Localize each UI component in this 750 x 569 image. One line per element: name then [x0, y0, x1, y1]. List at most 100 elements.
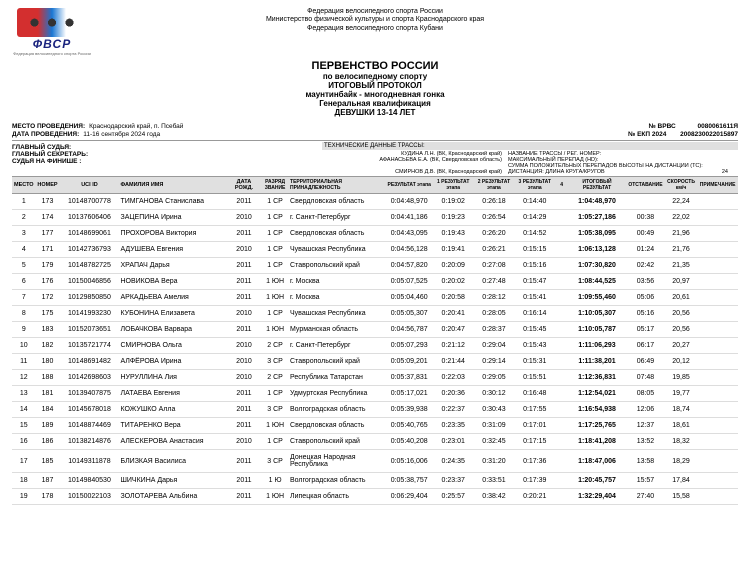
- cell-r3: 0:15:45: [514, 322, 555, 338]
- cell-note: [697, 258, 738, 274]
- cell-year: 2011: [227, 386, 261, 402]
- cell-r2: 0:27:08: [474, 258, 515, 274]
- cell-number: 172: [36, 290, 60, 306]
- cell-gap: 15:57: [626, 473, 665, 489]
- cell-r0: 0:05:40,208: [386, 434, 433, 450]
- cell-number: 188: [36, 370, 60, 386]
- cell-region: Волгоградская область: [289, 473, 386, 489]
- cell-region: Свердловская область: [289, 226, 386, 242]
- cell-r0: 0:04:56,128: [386, 242, 433, 258]
- cell-uci: 10142698603: [59, 370, 119, 386]
- cell-rank: 2 СР: [261, 338, 289, 354]
- cell-region: г. Санкт-Петербург: [289, 210, 386, 226]
- cell-year: 2011: [227, 258, 261, 274]
- title-discipline: маунтинбайк - многодневная гонка: [12, 90, 738, 99]
- table-row: 717210129850850АРКАДЬЕВА Амелия20111 ЮНг…: [12, 290, 738, 306]
- cell-r1: 0:23:35: [433, 418, 474, 434]
- participant-count: 24: [722, 169, 728, 175]
- cell-rank: 1 СР: [261, 258, 289, 274]
- cell-number: 176: [36, 274, 60, 290]
- cell-uci: 10148782725: [59, 258, 119, 274]
- cell-place: 10: [12, 338, 36, 354]
- results-table: МЕСТО НОМЕР UCI ID ФАМИЛИЯ ИМЯ ДАТА РОЖД…: [12, 176, 738, 505]
- cell-r0: 0:05:39,938: [386, 402, 433, 418]
- cell-total: 1:12:54,021: [568, 386, 626, 402]
- cell-number: 183: [36, 322, 60, 338]
- cell-place: 2: [12, 210, 36, 226]
- cell-r0: 0:05:09,201: [386, 354, 433, 370]
- cell-gap: 07:48: [626, 370, 665, 386]
- cell-name: ЛАТАЕВА Евгения: [119, 386, 226, 402]
- tech-l4: ДИСТАНЦИЯ: ДЛИНА КРУГА/КРУГОВ: [502, 169, 605, 175]
- cell-note: [697, 354, 738, 370]
- col-r0: РЕЗУЛЬТАТ этапа: [386, 177, 433, 194]
- col-r3: 3 РЕЗУЛЬТАТ этапа: [514, 177, 555, 194]
- cell-note: [697, 290, 738, 306]
- cell-r4: [555, 450, 568, 473]
- cell-year: 2010: [227, 434, 261, 450]
- cell-region: Республика Татарстан: [289, 370, 386, 386]
- cell-gap: 00:38: [626, 210, 665, 226]
- cell-name: ЗАЦЕПИНА Ирина: [119, 210, 226, 226]
- cell-r4: [555, 194, 568, 210]
- cell-speed: 18,29: [665, 450, 697, 473]
- col-speed: СКОРОСТЬ км/ч: [665, 177, 697, 194]
- cell-year: 2011: [227, 274, 261, 290]
- cell-year: 2011: [227, 418, 261, 434]
- cell-uci: 10138214876: [59, 434, 119, 450]
- cell-total: 1:11:38,201: [568, 354, 626, 370]
- cell-r0: 0:04:57,820: [386, 258, 433, 274]
- cell-r1: 0:21:44: [433, 354, 474, 370]
- cell-r4: [555, 473, 568, 489]
- cell-gap: 13:58: [626, 450, 665, 473]
- cell-place: 3: [12, 226, 36, 242]
- title-main: ПЕРВЕНСТВО РОССИИ: [12, 60, 738, 72]
- cell-r0: 0:05:16,006: [386, 450, 433, 473]
- cell-name: АРКАДЬЕВА Амелия: [119, 290, 226, 306]
- cell-rank: 2 СР: [261, 370, 289, 386]
- cell-r2: 0:28:05: [474, 306, 515, 322]
- cell-region: Мурманская область: [289, 322, 386, 338]
- cell-region: Ставропольский край: [289, 258, 386, 274]
- cell-region: Волгоградская область: [289, 402, 386, 418]
- cell-number: 184: [36, 402, 60, 418]
- cell-name: ПРОХОРОВА Виктория: [119, 226, 226, 242]
- cell-r4: [555, 354, 568, 370]
- col-uci: UCI ID: [59, 177, 119, 194]
- col-rank: РАЗРЯД ЗВАНИЕ: [261, 177, 289, 194]
- cell-r4: [555, 306, 568, 322]
- cell-number: 178: [36, 489, 60, 505]
- cell-note: [697, 402, 738, 418]
- cell-uci: 10149840530: [59, 473, 119, 489]
- cell-r1: 0:20:47: [433, 322, 474, 338]
- cell-r0: 0:04:41,186: [386, 210, 433, 226]
- cell-year: 2011: [227, 402, 261, 418]
- cell-rank: 1 СР: [261, 242, 289, 258]
- cell-gap: 05:16: [626, 306, 665, 322]
- cell-year: 2011: [227, 322, 261, 338]
- cell-region: Свердловская область: [289, 194, 386, 210]
- finish-judge-value: СМИРНОВ Д.В. (ВК, Краснодарский край): [322, 169, 502, 175]
- cell-speed: 15,58: [665, 489, 697, 505]
- table-row: 117310148700778ТИМГАНОВА Станислава20111…: [12, 194, 738, 210]
- cell-rank: 1 ЮН: [261, 290, 289, 306]
- cell-r3: 0:20:21: [514, 489, 555, 505]
- cell-r3: 0:15:41: [514, 290, 555, 306]
- cell-r1: 0:20:41: [433, 306, 474, 322]
- cell-uci: 10145678018: [59, 402, 119, 418]
- cell-note: [697, 450, 738, 473]
- ekp-value: 2008230022015897: [680, 131, 738, 138]
- cell-total: 1:05:27,186: [568, 210, 626, 226]
- cell-r2: 0:30:43: [474, 402, 515, 418]
- cell-r4: [555, 402, 568, 418]
- cell-r4: [555, 434, 568, 450]
- cell-uci: 10139407875: [59, 386, 119, 402]
- cell-r0: 0:05:38,757: [386, 473, 433, 489]
- cell-r3: 0:15:47: [514, 274, 555, 290]
- cell-rank: 3 СР: [261, 450, 289, 473]
- table-row: 1917810150022103ЗОЛОТАРЕВА Альбина20111 …: [12, 489, 738, 505]
- cell-note: [697, 322, 738, 338]
- cell-year: 2011: [227, 450, 261, 473]
- cell-name: НУРУЛЛИНА Лия: [119, 370, 226, 386]
- ekp-label: № ЕКП 2024: [628, 131, 666, 138]
